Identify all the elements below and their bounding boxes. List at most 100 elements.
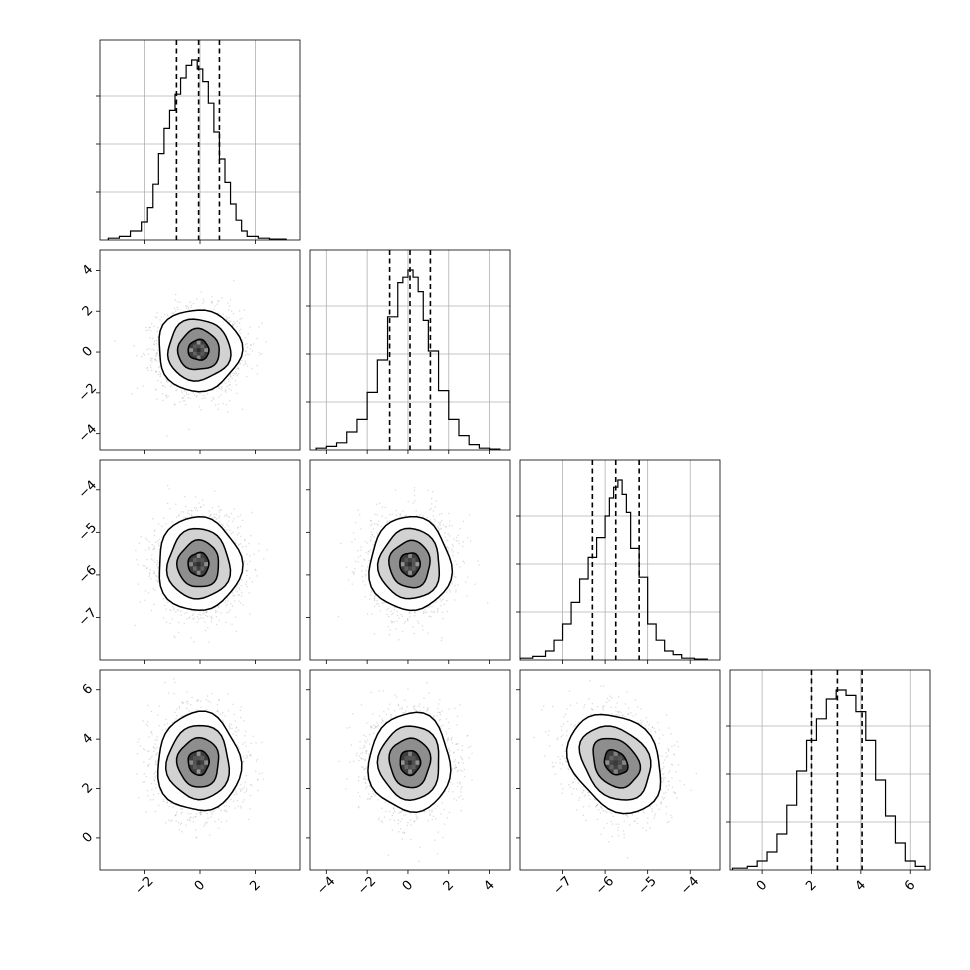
scatter-point [175, 516, 178, 518]
scatter-point [189, 397, 191, 400]
scatter-point [218, 396, 220, 398]
scatter-point [228, 322, 231, 324]
scatter-point [440, 527, 442, 529]
scatter-point [376, 523, 378, 525]
scatter-point [228, 316, 230, 319]
scatter-point [164, 604, 166, 607]
scatter-point [230, 320, 232, 322]
scatter-point [233, 594, 236, 597]
scatter-point [439, 524, 441, 526]
scatter-point [198, 502, 200, 504]
scatter-point [208, 641, 210, 643]
scatter-point [131, 393, 133, 395]
scatter-point [157, 540, 159, 542]
scatter-point [186, 305, 188, 307]
scatter-point [184, 400, 186, 402]
scatter-point [246, 376, 248, 378]
scatter-point [199, 506, 202, 508]
density-cell [196, 344, 201, 349]
scatter-point [156, 560, 158, 562]
scatter-point [172, 312, 175, 314]
scatter-point [237, 527, 239, 529]
scatter-point [159, 375, 161, 378]
scatter-point [238, 583, 240, 585]
scatter-point [246, 570, 248, 572]
scatter-point [237, 594, 239, 596]
hist-bin-0-18 [225, 182, 231, 240]
contour-line-2-0-1 [165, 527, 232, 600]
scatter-point [253, 343, 255, 345]
scatter-point [369, 598, 371, 600]
scatter-point [154, 316, 157, 318]
scatter-point [218, 387, 221, 389]
scatter-point [166, 397, 168, 399]
scatter-point [449, 535, 451, 537]
scatter-point [228, 384, 230, 386]
scatter-point [258, 543, 260, 545]
scatter-point [184, 612, 186, 615]
scatter-point [232, 372, 234, 374]
scatter-point [186, 512, 189, 514]
scatter-point [153, 603, 155, 606]
scatter-point [258, 326, 260, 328]
scatter-point [238, 373, 240, 375]
scatter-point [244, 538, 246, 540]
scatter-point [137, 563, 139, 566]
scatter-point [165, 377, 167, 380]
scatter-point [153, 535, 155, 537]
scatter-point [225, 382, 227, 385]
scatter-point [249, 560, 251, 563]
scatter-point [169, 508, 171, 510]
hist-bin-1-12 [418, 292, 423, 450]
density-cell [196, 340, 201, 345]
scatter-point [234, 379, 237, 382]
scatter-point [226, 317, 228, 320]
density-cell [196, 566, 201, 571]
scatter-point [246, 343, 248, 345]
scatter-point [196, 515, 198, 517]
scatter-point [155, 358, 157, 360]
scatter-point [158, 355, 160, 357]
scatter-point [265, 341, 267, 343]
scatter-point [178, 515, 180, 517]
density-core-2-0 [189, 553, 208, 575]
scatter-point [250, 535, 252, 537]
scatter-point [230, 603, 232, 605]
scatter-point [225, 514, 227, 516]
scatter-point [231, 623, 233, 625]
density-cell [196, 348, 201, 352]
scatter-point [182, 511, 185, 513]
scatter-point [175, 503, 177, 505]
scatter-point [227, 525, 229, 527]
scatter-point [152, 548, 154, 550]
scatter-point [256, 373, 259, 375]
scatter-point [248, 354, 250, 356]
hist-bin-1-2 [337, 443, 347, 450]
scatter-point [238, 330, 240, 332]
scatter-point [155, 371, 157, 374]
scatter-point [177, 308, 179, 311]
scatter-point [205, 611, 207, 613]
scatter-point [150, 366, 152, 369]
scatter-point [149, 330, 152, 332]
scatter-point [239, 322, 241, 324]
scatter-point [146, 539, 148, 541]
scatter-point [149, 326, 151, 329]
scatter-point [155, 354, 157, 356]
hist-bin-0-3 [142, 222, 148, 240]
scatter-point [165, 608, 167, 610]
scatter-point [359, 514, 361, 516]
scatter-point [148, 326, 150, 329]
density-cell [200, 566, 205, 571]
scatter-point [405, 514, 408, 516]
scatter-point [453, 573, 455, 575]
hist-bin-1-16 [449, 419, 459, 450]
scatter-point [150, 359, 152, 361]
scatter-point [158, 561, 160, 564]
scatter-point [145, 329, 147, 332]
density-cell [193, 344, 197, 349]
scatter-point [229, 529, 231, 531]
scatter-point [162, 384, 164, 387]
scatter-point [114, 340, 116, 342]
scatter-point [165, 394, 168, 397]
